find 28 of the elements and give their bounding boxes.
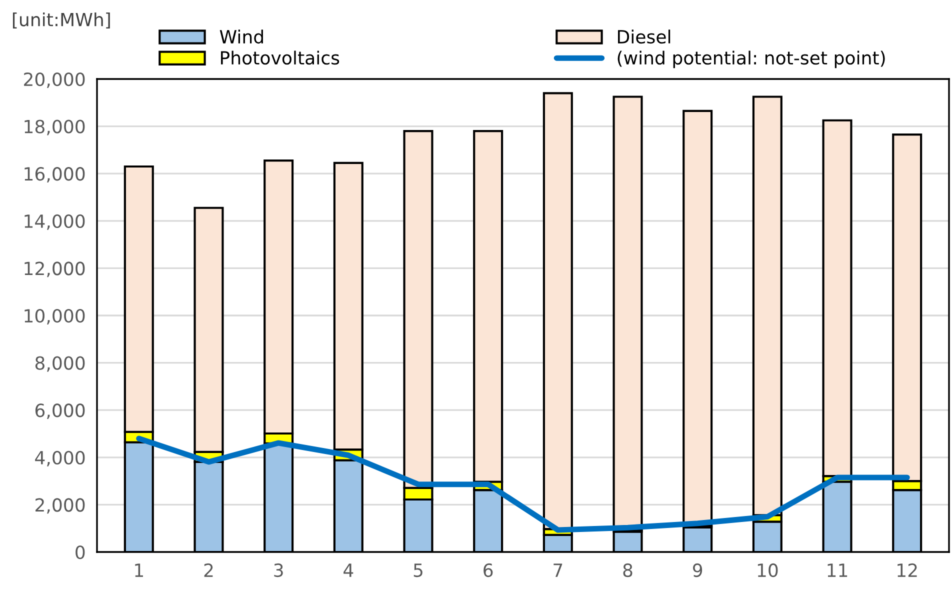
x-tick-label: 7 [554,564,562,577]
y-tick-label: 0 [76,545,85,560]
x-tick-label: 2 [204,563,213,577]
y-tick-label: 18,000 [24,120,85,136]
x-tick-label: 10 [758,563,778,578]
y-tick-label: 4,000 [35,450,85,466]
x-tick-label: 12 [898,563,917,577]
y-tick-label: 10,000 [24,308,85,324]
x-tick-label: 1 [135,564,143,577]
legend-label: Wind [220,30,263,44]
y-tick-label: 16,000 [24,167,85,183]
y-axis-title: [unit:MWh] [12,12,110,29]
x-tick-label: 5 [414,564,422,578]
x-tick-label: 9 [692,563,702,578]
x-tick-label: 8 [623,563,632,578]
y-tick-label: 2,000 [36,498,85,514]
y-tick-label: 8,000 [35,356,85,372]
y-tick-label: 20,000 [24,72,85,88]
y-tick-label: 12,000 [24,262,85,278]
x-tick-label: 11 [828,564,848,577]
legend-label: Photovoltaics [221,50,340,65]
x-tick-label: 3 [274,563,283,578]
x-tick-label: 6 [484,563,493,578]
legend-label: (wind potential: not-set point) [618,50,885,68]
y-tick-label: 14,000 [24,214,85,230]
legend-label: Diesel [618,30,670,44]
y-tick-label: 6,000 [35,404,85,420]
x-tick-label: 4 [344,564,354,577]
